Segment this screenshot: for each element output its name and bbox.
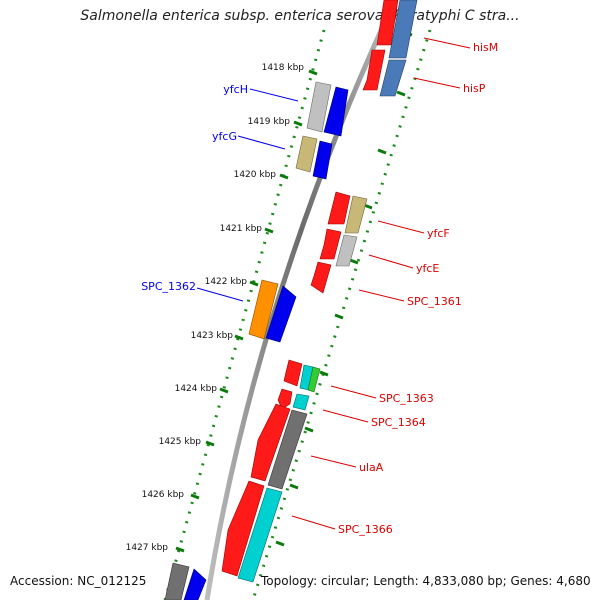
connector-SPC_1366 — [291, 515, 336, 530]
gene-block-SPC_1366[interactable] — [221, 480, 283, 583]
accession-text: Accession: NC_012125 — [10, 574, 147, 588]
gene-label-SPC_1363[interactable]: SPC_1363 — [379, 392, 434, 405]
gene-label-SPC_1366[interactable]: SPC_1366 — [338, 523, 393, 536]
tick-label: 1420 kbp — [234, 170, 277, 180]
tick-label: 1422 kbp — [205, 277, 248, 287]
tick-label: 1423 kbp — [191, 331, 234, 341]
gene-block-yfcH[interactable] — [306, 81, 349, 137]
connector-yfcE — [368, 254, 414, 269]
gene-block-yfcG[interactable] — [295, 135, 333, 180]
gene-block-SPC_1362[interactable] — [248, 279, 297, 343]
tick-label: 1426 kbp — [142, 490, 185, 500]
gene-block-yfcE[interactable] — [319, 228, 358, 267]
tick-label: 1419 kbp — [248, 117, 291, 127]
gene-label-ulaA[interactable]: ulaA — [359, 461, 384, 474]
gene-label-SPC_1362[interactable]: SPC_1362 — [141, 280, 196, 293]
tick-label: 1418 kbp — [262, 63, 305, 73]
connector-yfcF — [377, 220, 425, 234]
gene-label-SPC_1361[interactable]: SPC_1361 — [407, 295, 462, 308]
gene-label-hisP[interactable]: hisP — [463, 82, 486, 95]
connector-SPC_1363 — [330, 385, 377, 399]
gene-label-yfcH[interactable]: yfcH — [223, 83, 248, 96]
connector-hisP — [413, 77, 461, 89]
genome-backbone — [204, 0, 398, 600]
gene-label-SPC_1364[interactable]: SPC_1364 — [371, 416, 426, 429]
connector-yfcG — [237, 135, 286, 150]
gene-block-hisM[interactable] — [376, 0, 418, 59]
gene-block-SPC_1364[interactable] — [277, 388, 310, 411]
connector-SPC_1361 — [358, 289, 405, 302]
tick-label: 1424 kbp — [175, 384, 218, 394]
connector-hisM — [423, 37, 471, 49]
gene-block-ulaA[interactable] — [250, 403, 308, 490]
gene-label-yfcG[interactable]: yfcG — [212, 130, 237, 143]
gene-block-SPC_1361[interactable] — [310, 261, 332, 294]
tick-label: 1425 kbp — [159, 437, 202, 447]
connector-SPC_1364 — [322, 409, 369, 423]
tick-label: 1427 kbp — [126, 543, 169, 553]
gene-label-hisM[interactable]: hisM — [473, 41, 498, 54]
gene-block-bottom[interactable] — [164, 562, 207, 600]
gene-block-hisP[interactable] — [362, 49, 407, 97]
gene-label-yfcF[interactable]: yfcF — [427, 227, 450, 240]
gene-block-SPC_1363[interactable] — [283, 359, 321, 393]
gene-label-yfcE[interactable]: yfcE — [416, 262, 439, 275]
connector-ulaA — [310, 455, 357, 468]
connector-SPC_1362 — [196, 287, 244, 302]
tick-label: 1421 kbp — [220, 224, 263, 234]
gene-block-yfcF[interactable] — [327, 191, 368, 234]
genome-summary-text: Topology: circular; Length: 4,833,080 bp… — [261, 574, 591, 588]
connector-yfcH — [249, 88, 299, 102]
